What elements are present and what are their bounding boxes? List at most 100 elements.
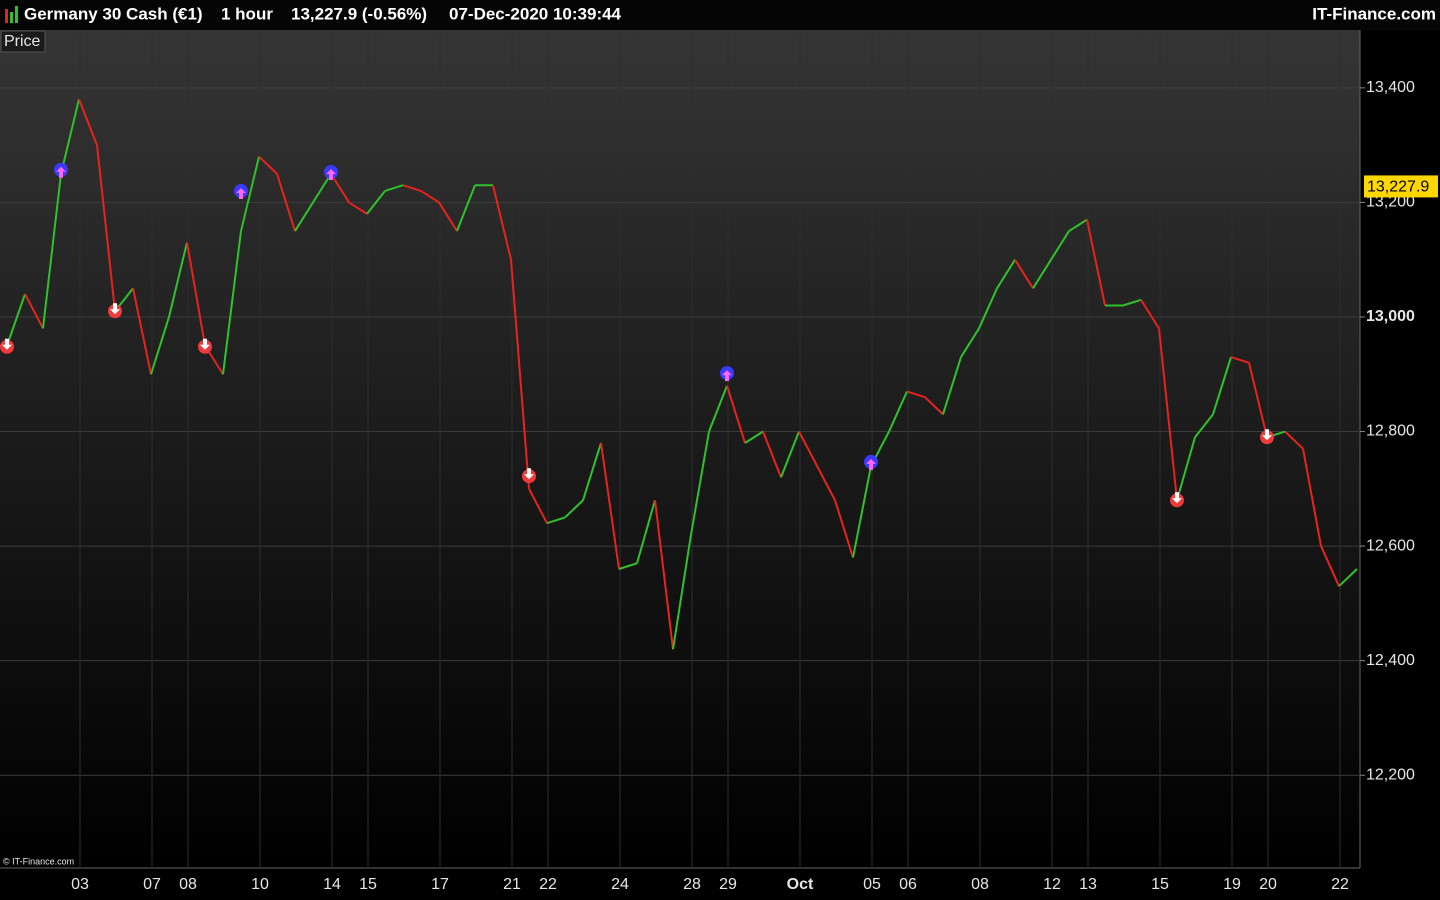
sell-signal [0,338,14,354]
x-tick-label: 13 [1079,876,1097,893]
icon [10,12,13,23]
y-tick-label: 12,400 [1366,652,1415,669]
y-axis-panel [1360,30,1440,900]
price-segment [24,293,44,329]
price-segment [150,316,170,375]
buy-signal [324,165,338,181]
y-tick-label: 12,200 [1366,766,1415,783]
price-segment [1302,448,1322,547]
x-tick-label: 08 [971,876,989,893]
quote: 13,227.9 (-0.56%) [291,4,427,23]
price-segment [726,385,746,444]
price-segment [1338,568,1358,587]
price-segment [1284,430,1304,450]
price-segment [816,465,836,501]
x-tick-label: 05 [863,876,881,893]
last-price-box [1364,175,1438,198]
price-segment [960,327,980,358]
price-segment [438,201,458,232]
signal-arrow [56,166,66,178]
sell-signal [1260,429,1274,445]
signal-arrow [722,370,732,382]
icon [5,9,8,23]
price-segment [654,500,674,650]
price-segment [186,242,206,346]
price-segment [996,259,1016,289]
x-tick-label: 12 [1043,876,1061,893]
signal-arrow [2,338,12,350]
y-tick-label: 12,800 [1366,423,1415,440]
signal-arrow [866,458,876,470]
price-segment [528,488,548,524]
price-segment [78,98,98,146]
price-segment [1068,218,1088,232]
timeframe: 1 hour [221,4,273,23]
price-segment [852,465,872,558]
price-segment [1248,362,1268,438]
price-segment [348,201,368,215]
price-segment [1032,259,1052,289]
x-tick-label: 10 [251,876,269,893]
price-segment [546,516,566,525]
price-segment [744,430,764,444]
panel-label: Price [4,33,41,50]
price-segment [420,190,440,204]
price-segment [1194,413,1214,438]
price-segment [294,201,314,232]
buy-signal [234,183,248,199]
price-segment [636,499,656,564]
price-segment [1122,298,1142,307]
price-segment [1230,356,1250,364]
price-segment [798,431,818,467]
signal-arrow [326,169,336,181]
price-segment [276,173,296,232]
x-tick-label: 22 [1331,876,1349,893]
price-segment [906,390,926,399]
sell-signal [1170,492,1184,508]
buy-signal [54,162,68,178]
x-tick-label: 28 [683,876,701,893]
price-segment [672,534,692,650]
price-segment [978,287,998,329]
x-tick-label: 29 [719,876,737,893]
price-segment [1320,545,1340,587]
sell-signal [522,468,536,484]
price-segment [924,396,944,416]
price-segment [942,356,962,415]
price-segment [330,173,350,203]
price-segment [1176,436,1196,501]
price-segment [618,562,638,570]
plot-area [0,30,1360,868]
signal-arrow [110,303,120,315]
price-segment [1212,356,1232,415]
price-segment [780,431,800,478]
x-tick-label: 14 [323,876,341,893]
price-segment [1014,259,1034,289]
price-segment [690,431,710,535]
price-segment [168,242,188,318]
price-segment [762,431,782,478]
price-segment [582,442,602,501]
price-segment [222,230,242,375]
header-bar [0,0,1440,30]
price-segment [96,145,116,312]
signal-arrow [1172,492,1182,504]
price-segment [402,184,422,192]
price-segment [456,184,476,232]
price-segment [240,156,260,232]
brand: IT-Finance.com [1312,4,1436,23]
x-tick-label: Oct [787,876,814,893]
price-segment [492,184,512,260]
sell-signal [108,303,122,319]
x-tick-label: 20 [1259,876,1277,893]
price-segment [366,190,386,215]
price-segment [384,184,404,192]
buy-signal [864,454,878,470]
signal-arrow [524,468,534,480]
price-segment [600,442,620,570]
price-segment [1140,299,1160,329]
icon [15,6,18,23]
x-tick-label: 17 [431,876,449,893]
price-segment [1158,328,1178,501]
